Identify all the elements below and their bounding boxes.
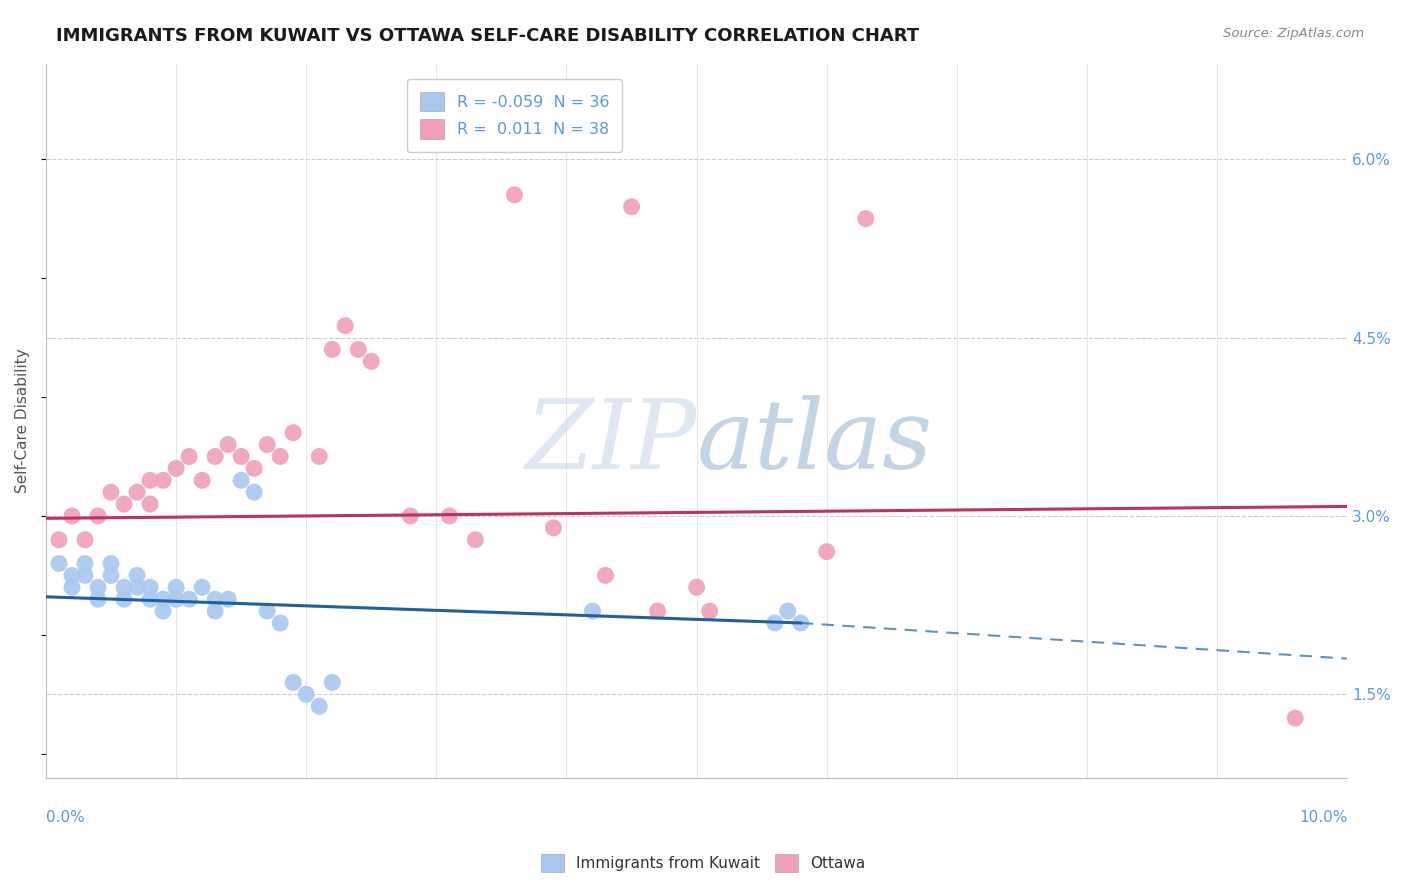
Point (685, 580, 707, 594)
Point (48, 557, 70, 571)
Legend: R = -0.059  N = 36, R =  0.011  N = 38: R = -0.059 N = 36, R = 0.011 N = 38 (408, 79, 621, 152)
Point (73, 568, 96, 582)
Point (125, 580, 148, 594)
Point (543, 521, 565, 535)
Point (1284, 711, 1306, 725)
Text: 10.0%: 10.0% (1299, 810, 1347, 825)
Point (204, 592, 226, 607)
Point (100, 557, 122, 571)
Point (204, 604, 226, 618)
Point (699, 604, 721, 618)
Point (776, 604, 799, 618)
Point (308, 450, 330, 464)
Point (73, 533, 96, 547)
Point (139, 580, 162, 594)
Point (60, 508, 83, 523)
Point (179, 450, 201, 464)
Point (73, 557, 96, 571)
Point (763, 615, 786, 630)
Y-axis label: Self-Care Disability: Self-Care Disability (15, 349, 30, 493)
Point (283, 425, 305, 440)
Point (399, 508, 422, 523)
Point (231, 450, 253, 464)
Point (321, 343, 343, 357)
Point (269, 450, 291, 464)
Point (855, 211, 877, 226)
Point (60, 580, 83, 594)
Point (152, 592, 174, 607)
Point (139, 592, 162, 607)
Point (87, 592, 110, 607)
Point (112, 580, 135, 594)
Point (165, 580, 187, 594)
Point (100, 568, 122, 582)
Text: 0.0%: 0.0% (46, 810, 84, 825)
Point (87, 580, 110, 594)
Point (464, 533, 486, 547)
Point (165, 592, 187, 607)
Point (335, 318, 357, 333)
Point (308, 699, 330, 714)
Point (125, 568, 148, 582)
Text: ZIP: ZIP (526, 395, 696, 489)
Point (295, 687, 318, 701)
Point (60, 568, 83, 582)
Point (360, 354, 382, 368)
Point (439, 508, 461, 523)
Point (48, 533, 70, 547)
Point (112, 592, 135, 607)
Point (112, 497, 135, 511)
Point (815, 544, 838, 558)
Point (152, 473, 174, 487)
Point (125, 485, 148, 500)
Point (243, 461, 266, 475)
Point (204, 450, 226, 464)
Text: atlas: atlas (696, 395, 932, 489)
Point (790, 615, 813, 630)
Text: Source: ZipAtlas.com: Source: ZipAtlas.com (1223, 27, 1364, 40)
Point (231, 473, 253, 487)
Point (87, 508, 110, 523)
Point (217, 592, 239, 607)
Point (647, 604, 669, 618)
Point (191, 473, 214, 487)
Text: IMMIGRANTS FROM KUWAIT VS OTTAWA SELF-CARE DISABILITY CORRELATION CHART: IMMIGRANTS FROM KUWAIT VS OTTAWA SELF-CA… (56, 27, 920, 45)
Legend: Immigrants from Kuwait, Ottawa: Immigrants from Kuwait, Ottawa (533, 846, 873, 880)
Point (179, 592, 201, 607)
Point (165, 461, 187, 475)
Point (503, 187, 526, 202)
Point (581, 604, 603, 618)
Point (243, 485, 266, 500)
Point (256, 604, 278, 618)
Point (256, 437, 278, 451)
Point (595, 568, 617, 582)
Point (347, 343, 370, 357)
Point (100, 485, 122, 500)
Point (139, 473, 162, 487)
Point (321, 675, 343, 690)
Point (191, 580, 214, 594)
Point (620, 200, 643, 214)
Point (139, 497, 162, 511)
Point (152, 604, 174, 618)
Point (269, 615, 291, 630)
Point (217, 437, 239, 451)
Point (283, 675, 305, 690)
